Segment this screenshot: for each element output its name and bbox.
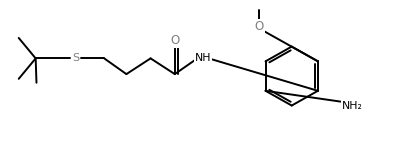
Text: O: O	[170, 34, 179, 47]
Text: O: O	[254, 20, 263, 33]
Text: NH₂: NH₂	[341, 100, 362, 111]
Text: S: S	[72, 53, 79, 63]
Text: NH: NH	[194, 53, 211, 63]
